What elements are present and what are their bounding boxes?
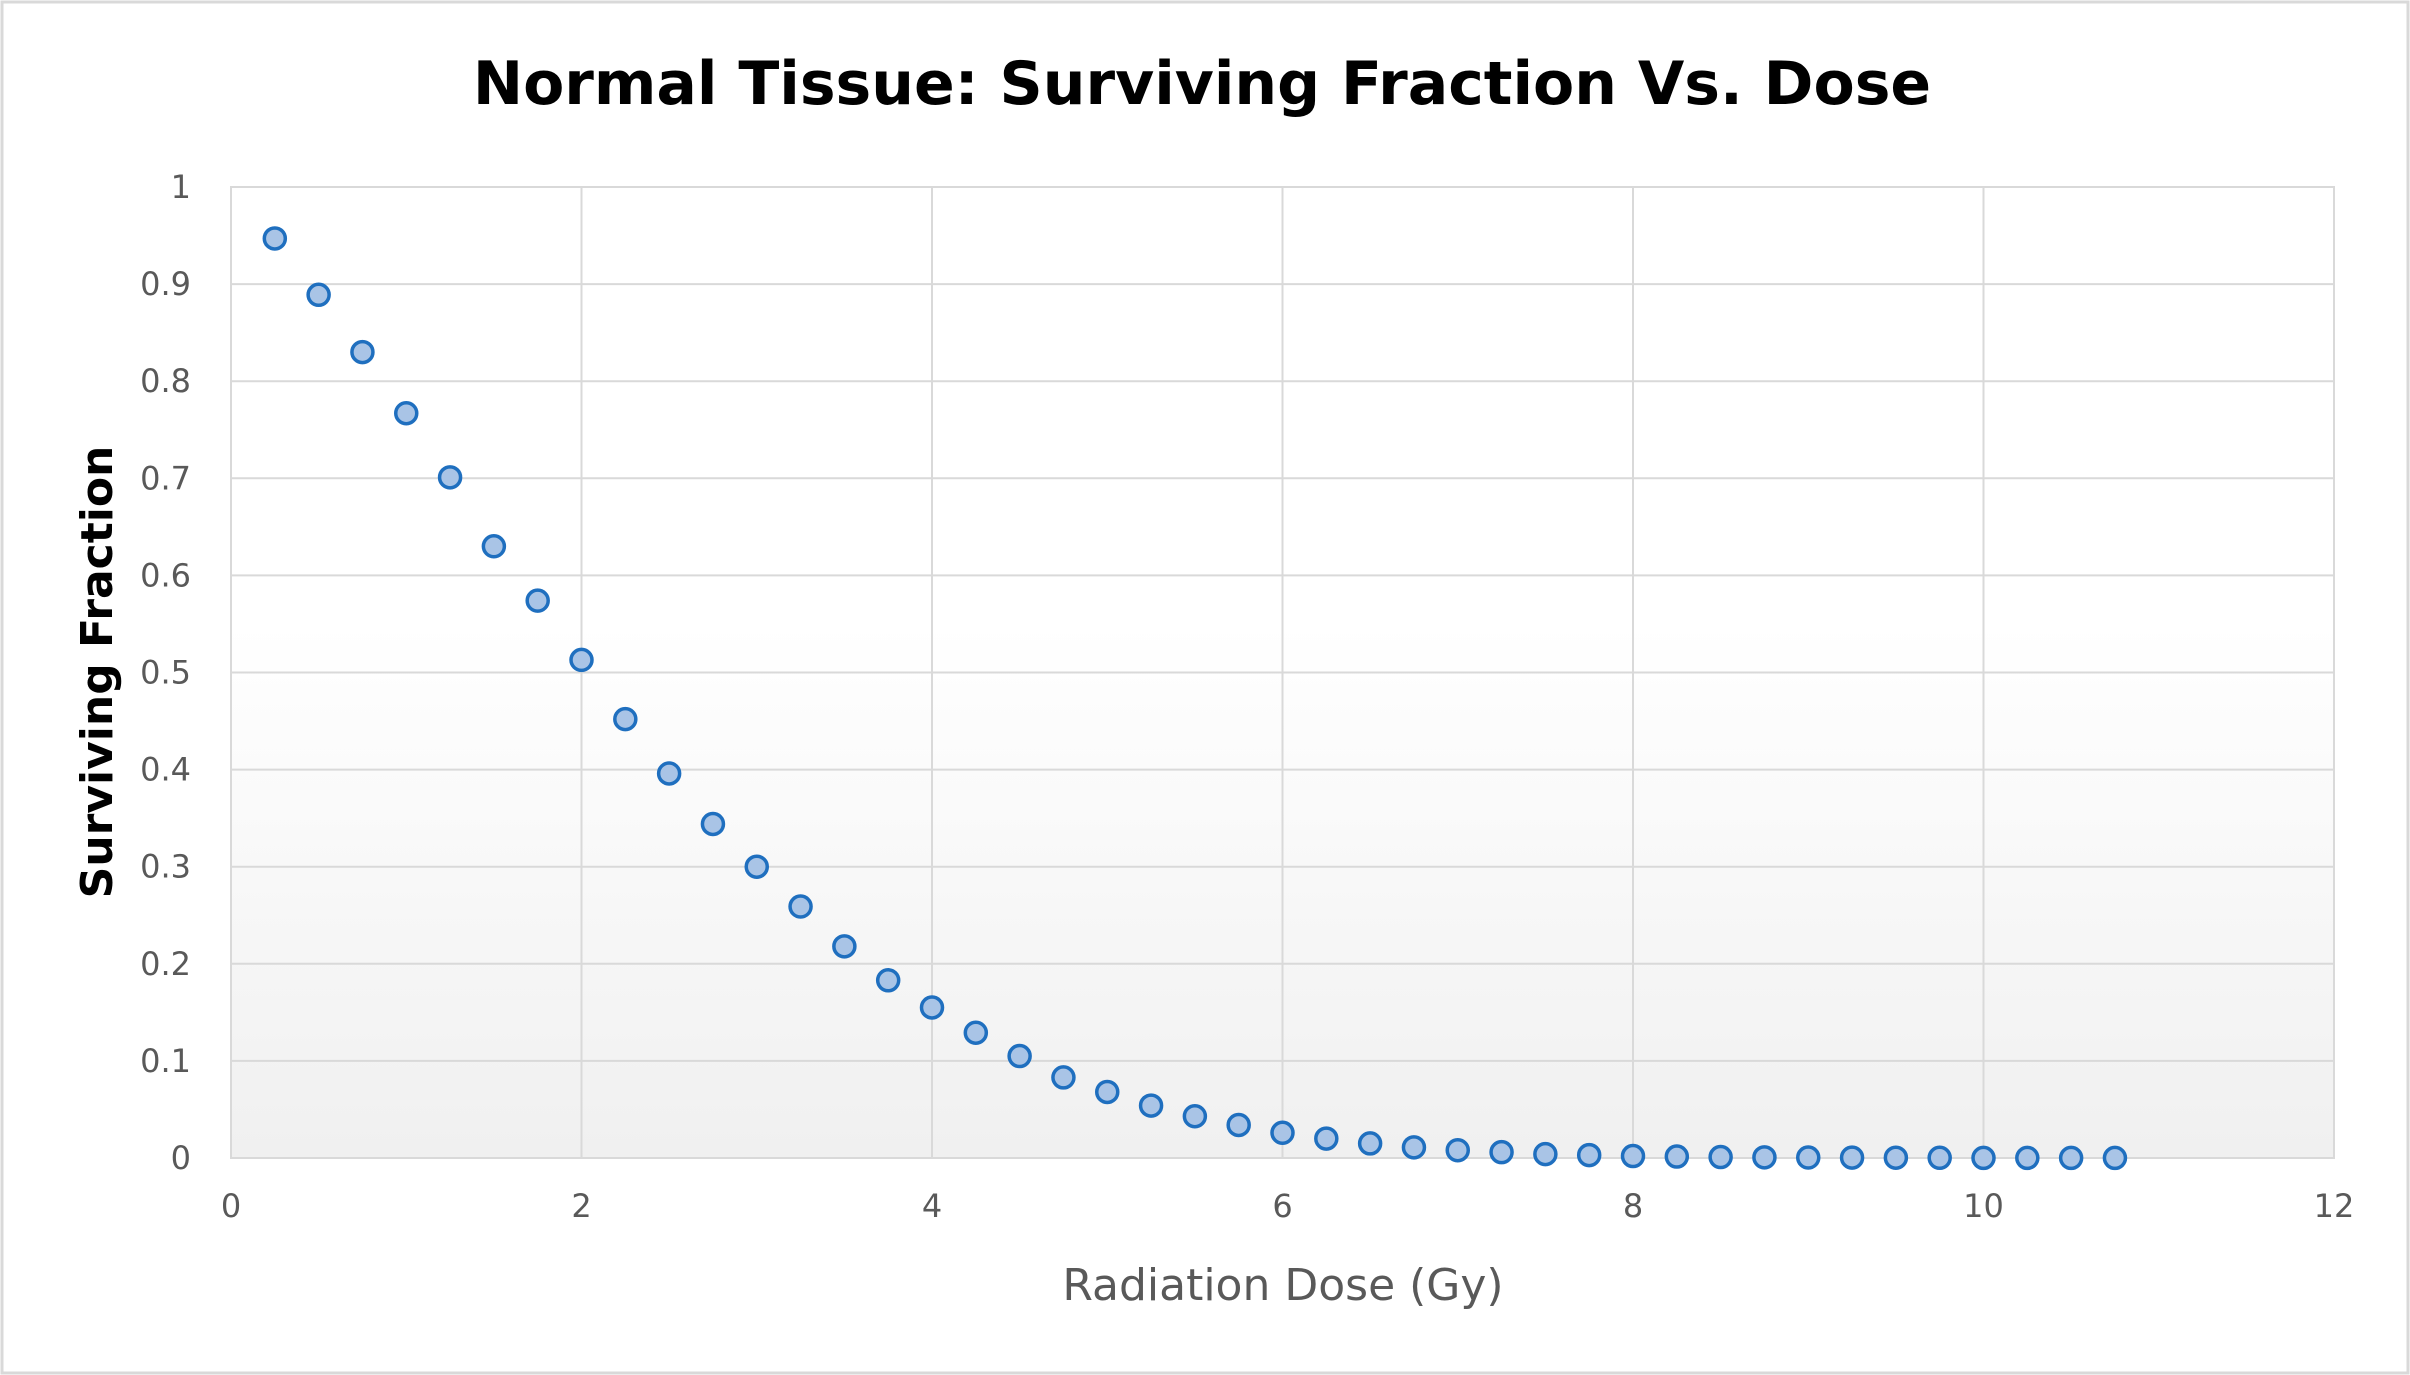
y-axis-ticks: 0 0.1 0.2 0.3 0.4 0.5 0.6 0.7 0.8 0.9 1 <box>140 168 191 1177</box>
data-point <box>1357 1131 1383 1156</box>
data-point <box>262 226 288 251</box>
data-point <box>350 339 375 365</box>
data-point <box>1401 1135 1427 1160</box>
x-tick-label: 12 <box>2314 1187 2355 1225</box>
data-point <box>1051 1065 1076 1090</box>
y-tick-label: 0.9 <box>140 265 191 303</box>
y-axis-label: Surviving Fraction <box>72 446 123 899</box>
data-point <box>1182 1103 1208 1129</box>
data-point <box>2102 1145 2128 1171</box>
y-tick-label: 0.5 <box>140 654 191 692</box>
data-point <box>2058 1145 2084 1171</box>
data-point <box>788 894 813 919</box>
data-point <box>1489 1139 1514 1165</box>
x-axis-label: Radiation Dose (Gy) <box>1062 1260 1503 1311</box>
data-point <box>1927 1145 1952 1171</box>
data-point <box>613 706 638 732</box>
data-point <box>832 934 857 959</box>
data-point <box>1971 1145 1996 1171</box>
x-tick-label: 4 <box>922 1187 942 1225</box>
data-point <box>1445 1137 1470 1163</box>
data-point <box>1664 1144 1690 1169</box>
x-tick-label: 8 <box>1623 1187 1643 1225</box>
data-point <box>394 400 419 426</box>
y-tick-label: 1 <box>171 168 191 206</box>
data-point <box>1752 1145 1777 1170</box>
data-point <box>1576 1142 1602 1168</box>
y-tick-label: 0.6 <box>140 556 191 594</box>
x-tick-label: 6 <box>1272 1187 1292 1225</box>
data-point <box>1883 1145 1909 1170</box>
y-tick-label: 0.3 <box>140 848 191 886</box>
data-point <box>569 647 594 673</box>
data-point <box>1095 1079 1120 1105</box>
x-tick-label: 0 <box>221 1187 241 1225</box>
data-point <box>1270 1120 1295 1146</box>
data-point <box>700 811 726 837</box>
y-tick-label: 0.7 <box>140 459 191 497</box>
data-point <box>1620 1143 1646 1169</box>
data-point <box>437 465 463 490</box>
data-point <box>875 968 901 993</box>
data-point <box>481 534 507 559</box>
data-point <box>1138 1093 1164 1118</box>
x-axis-ticks: 0 2 4 6 8 10 12 <box>221 1187 2355 1225</box>
y-tick-label: 0.2 <box>140 945 191 983</box>
data-point <box>1708 1144 1733 1170</box>
x-tick-label: 10 <box>1963 1187 2004 1225</box>
gridlines <box>230 186 2335 1159</box>
x-tick-label: 2 <box>571 1187 591 1225</box>
data-point <box>1314 1126 1339 1151</box>
y-tick-label: 0.1 <box>140 1042 191 1080</box>
data-point <box>656 761 682 786</box>
data-point <box>2015 1145 2040 1171</box>
data-point <box>1226 1112 1251 1138</box>
data-point <box>1533 1141 1558 1167</box>
y-tick-label: 0.8 <box>140 362 191 400</box>
data-points <box>262 226 2128 1171</box>
data-point <box>744 854 769 879</box>
y-tick-label: 0 <box>171 1139 191 1177</box>
data-point <box>1796 1145 1821 1170</box>
data-point <box>1007 1043 1032 1069</box>
data-point <box>1839 1145 1865 1170</box>
data-point <box>525 588 550 613</box>
chart-title: Normal Tissue: Surviving Fraction Vs. Do… <box>473 49 1931 119</box>
data-point <box>919 995 945 1020</box>
y-tick-label: 0.4 <box>140 751 191 789</box>
data-point <box>306 282 331 308</box>
data-point <box>963 1020 989 1045</box>
